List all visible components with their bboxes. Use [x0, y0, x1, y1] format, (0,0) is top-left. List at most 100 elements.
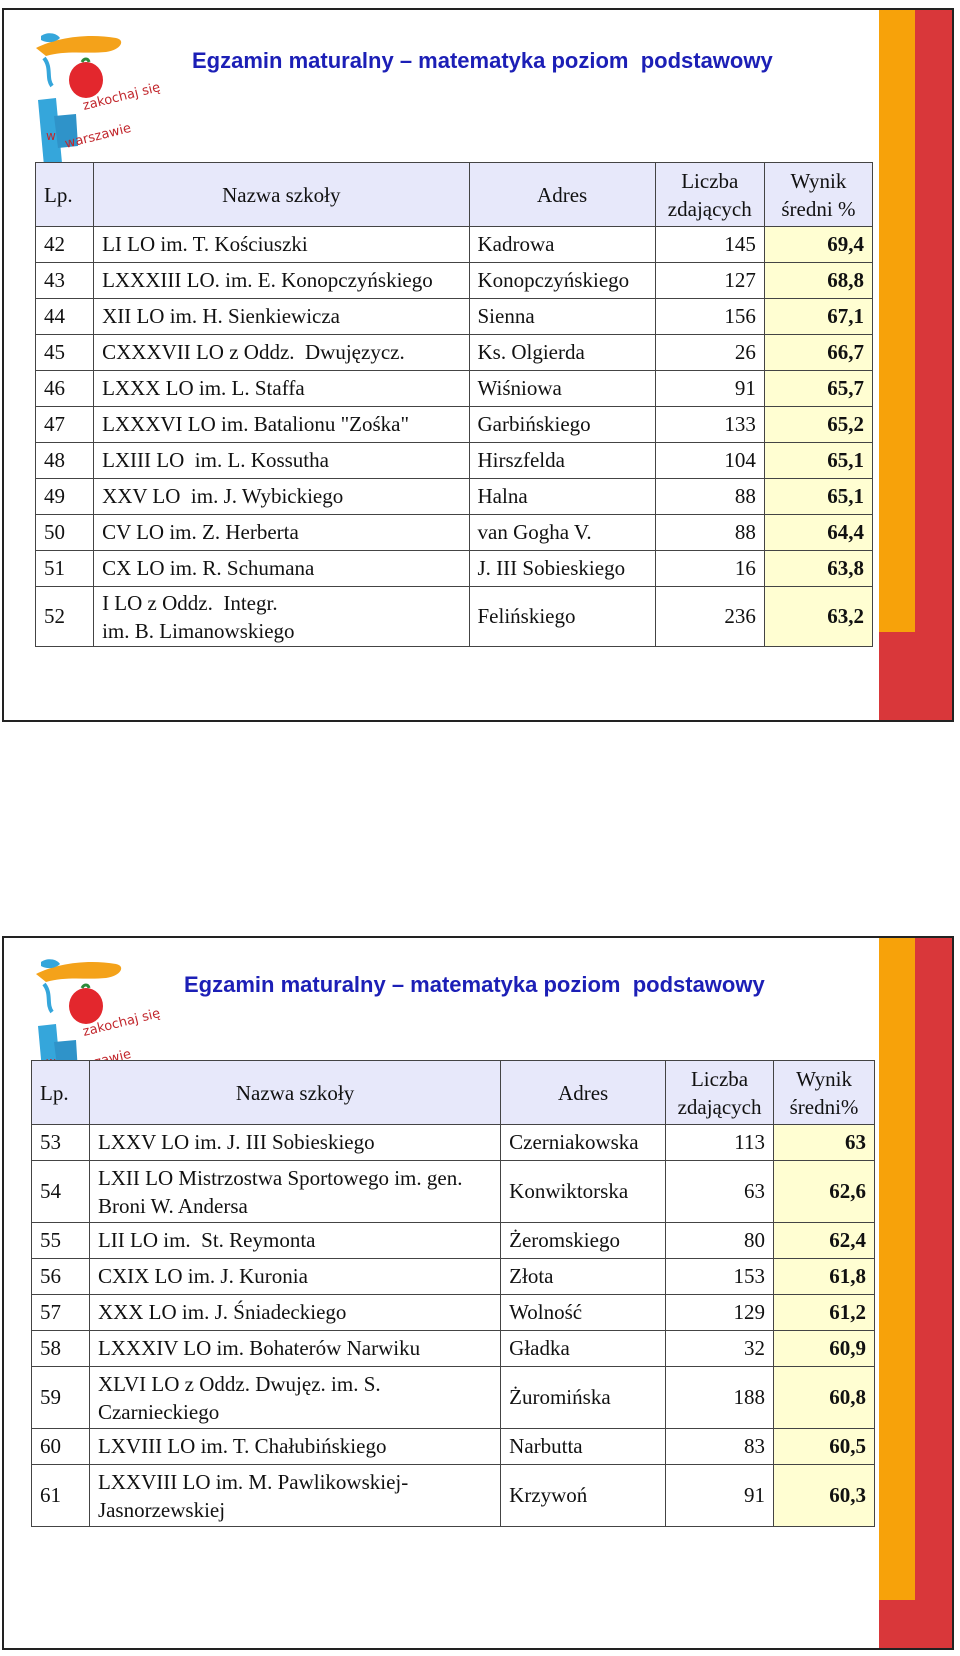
row-address: Hirszfelda — [468, 442, 656, 479]
slide-title: Egzamin maturalny – matematyka poziom po… — [184, 972, 765, 1002]
row-address: Halna — [468, 478, 656, 515]
row-address: Wolność — [500, 1294, 667, 1331]
row-address: Żuromińska — [500, 1366, 667, 1429]
row-count: 129 — [665, 1294, 775, 1331]
row-address: Gładka — [500, 1330, 667, 1367]
logo-text-line2: w — [46, 129, 56, 143]
row-school-name: CV LO im. Z. Herberta — [93, 514, 470, 551]
row-school-name-line1: LXXVIII LO im. M. Pawlikowskiej- — [97, 1469, 409, 1494]
table-row: 51 CX LO im. R. Schumana J. III Sobieski… — [34, 550, 874, 587]
row-school-name: XLVI LO z Oddz. Dwujęz. im. S. Czarniecki… — [88, 1366, 502, 1429]
row-result: 63,2 — [763, 586, 874, 647]
table-row: 50 CV LO im. Z. Herberta van Gogha V. 88… — [34, 514, 874, 551]
row-lp: 59 — [31, 1366, 90, 1429]
header-school-name: Nazwa szkoły — [88, 1060, 502, 1125]
row-count: 88 — [654, 514, 765, 551]
table-row: 47 LXXXVI LO im. Batalionu "Zośka" Garbi… — [34, 406, 874, 443]
row-count: 80 — [665, 1222, 775, 1259]
red-accent-bar — [915, 938, 952, 1648]
header-count-line1: Liczba — [690, 1066, 749, 1091]
row-school-name-line1: XLVI LO z Oddz. Dwujęz. im. S. — [97, 1371, 381, 1396]
row-address: Ks. Olgierda — [468, 334, 656, 371]
header-address: Adres — [468, 162, 656, 227]
row-count: 153 — [665, 1258, 775, 1295]
row-school-name: XXV LO im. J. Wybickiego — [93, 478, 470, 515]
red-accent-bar-lower — [879, 632, 917, 720]
row-count: 236 — [654, 586, 765, 647]
table-row: 46 LXXX LO im. L. Staffa Wiśniowa 91 65,… — [34, 370, 874, 407]
row-count: 16 — [654, 550, 765, 587]
row-lp: 45 — [34, 334, 95, 371]
row-address: Garbińskiego — [468, 406, 656, 443]
row-result: 65,1 — [763, 478, 874, 515]
table-row: 42 LI LO im. T. Kościuszki Kadrowa 145 6… — [34, 226, 874, 263]
orange-accent-bar — [879, 938, 917, 1648]
row-result: 60,3 — [773, 1464, 875, 1527]
results-table: Lp. Nazwa szkoły Adres Liczba zdających W… — [34, 162, 874, 647]
row-count: 133 — [654, 406, 765, 443]
header-lp: Lp. — [34, 162, 95, 227]
slide-title-text: Egzamin maturalny – matematyka poziom po… — [184, 972, 765, 997]
row-result: 61,2 — [773, 1294, 875, 1331]
row-school-name: LXVIII LO im. T. Chałubińskiego — [88, 1428, 502, 1465]
table-header-row: Lp. Nazwa szkoły Adres Liczba zdających W… — [31, 1060, 875, 1125]
row-address: Czerniakowska — [500, 1124, 667, 1161]
row-school-name: CXIX LO im. J. Kuronia — [88, 1258, 502, 1295]
row-lp: 58 — [31, 1330, 90, 1367]
row-school-name-line2: im. B. Limanowskiego — [102, 618, 295, 643]
header-address: Adres — [500, 1060, 667, 1125]
row-school-name: LXXVIII LO im. M. Pawlikowskiej- Jasnorze… — [88, 1464, 502, 1527]
row-count: 88 — [654, 478, 765, 515]
row-lp: 54 — [31, 1160, 90, 1223]
table-row: 45 CXXXVII LO z Oddz. Dwujęzycz. Ks. Olg… — [34, 334, 874, 371]
row-lp: 44 — [34, 298, 95, 335]
row-result: 61,8 — [773, 1258, 875, 1295]
row-school-name: LXXXIV LO im. Bohaterów Narwiku — [88, 1330, 502, 1367]
row-lp: 53 — [31, 1124, 90, 1161]
table-row: 55 LII LO im. St. Reymonta Żeromskiego 8… — [31, 1222, 875, 1259]
table-row: 49 XXV LO im. J. Wybickiego Halna 88 65,… — [34, 478, 874, 515]
table-row: 57 XXX LO im. J. Śniadeckiego Wolność 12… — [31, 1294, 875, 1331]
table-row: 52 I LO z Oddz. Integr. im. B. Limanowski… — [34, 586, 874, 647]
row-address: Felińskiego — [468, 586, 656, 647]
header-count-line1: Liczba — [681, 168, 739, 193]
row-result: 63 — [773, 1124, 875, 1161]
row-school-name-line2: Jasnorzewskiej — [97, 1497, 226, 1522]
row-school-name: LI LO im. T. Kościuszki — [93, 226, 470, 263]
header-result: Wynik średni% — [773, 1060, 875, 1125]
row-school-name-line1: I LO z Oddz. Integr. — [102, 590, 278, 615]
row-lp: 49 — [34, 478, 95, 515]
row-address: Konopczyńskiego — [468, 262, 656, 299]
table-row: 56 CXIX LO im. J. Kuronia Złota 153 61,8 — [31, 1258, 875, 1295]
table-row: 44 XII LO im. H. Sienkiewicza Sienna 156… — [34, 298, 874, 335]
row-school-name: I LO z Oddz. Integr. im. B. Limanowskiego — [93, 586, 470, 647]
row-count: 188 — [665, 1366, 775, 1429]
row-school-name: LXXV LO im. J. III Sobieskiego — [88, 1124, 502, 1161]
row-school-name: LXXX LO im. L. Staffa — [93, 370, 470, 407]
row-lp: 50 — [34, 514, 95, 551]
row-school-name: XXX LO im. J. Śniadeckiego — [88, 1294, 502, 1331]
row-school-name: LXII LO Mistrzostwa Sportowego im. gen. B… — [88, 1160, 502, 1223]
header-count: Liczba zdających — [654, 162, 765, 227]
row-address: Sienna — [468, 298, 656, 335]
row-school-name: LXXXIII LO. im. E. Konopczyńskiego — [93, 262, 470, 299]
row-lp: 43 — [34, 262, 95, 299]
row-result: 63,8 — [763, 550, 874, 587]
header-school-name: Nazwa szkoły — [93, 162, 470, 227]
row-lp: 48 — [34, 442, 95, 479]
row-school-name-line1: LXII LO Mistrzostwa Sportowego im. gen. — [97, 1165, 463, 1190]
row-result: 60,8 — [773, 1366, 875, 1429]
row-result: 69,4 — [763, 226, 874, 263]
row-count: 91 — [654, 370, 765, 407]
table-row: 60 LXVIII LO im. T. Chałubińskiego Narbu… — [31, 1428, 875, 1465]
table-row: 48 LXIII LO im. L. Kossutha Hirszfelda 1… — [34, 442, 874, 479]
header-count: Liczba zdających — [665, 1060, 775, 1125]
row-result: 65,7 — [763, 370, 874, 407]
row-lp: 57 — [31, 1294, 90, 1331]
row-lp: 52 — [34, 586, 95, 647]
row-lp: 60 — [31, 1428, 90, 1465]
row-result: 60,9 — [773, 1330, 875, 1367]
row-lp: 56 — [31, 1258, 90, 1295]
row-school-name: LXXXVI LO im. Batalionu "Zośka" — [93, 406, 470, 443]
row-lp: 47 — [34, 406, 95, 443]
